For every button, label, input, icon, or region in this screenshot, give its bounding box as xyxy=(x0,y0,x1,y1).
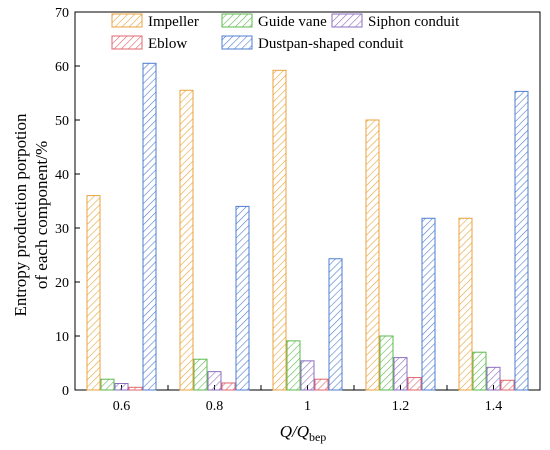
bar-dustpan-shaped-conduit xyxy=(328,258,343,391)
bar-impeller xyxy=(458,217,473,391)
legend-label: Eblow xyxy=(148,36,187,52)
legend-swatch xyxy=(221,35,253,50)
bar-guide-vane xyxy=(100,378,115,391)
bar-siphon-conduit xyxy=(300,360,315,391)
legend-swatch xyxy=(111,13,143,28)
bar-eblow xyxy=(500,379,515,391)
y-tick-label: 10 xyxy=(55,330,69,345)
bar-dustpan-shaped-conduit xyxy=(514,90,529,391)
bar-impeller xyxy=(179,89,194,391)
bar-eblow xyxy=(221,382,236,391)
bar-eblow xyxy=(407,377,422,391)
y-tick-label: 30 xyxy=(55,222,69,237)
legend: Impeller Guide vane Siphon conduit Eblow Dus… xyxy=(111,13,460,52)
x-tick-label: 1.4 xyxy=(485,399,503,414)
bar-eblow xyxy=(128,386,143,391)
bar-dustpan-shaped-conduit xyxy=(421,217,436,391)
bar-siphon-conduit xyxy=(114,383,129,391)
bar-siphon-conduit xyxy=(393,357,408,391)
legend-label: Siphon conduit xyxy=(368,14,460,30)
bar-impeller xyxy=(365,119,380,391)
x-tick-label: 1.2 xyxy=(392,399,410,414)
legend-label: Dustpan-shaped conduit xyxy=(258,36,404,52)
bar-eblow xyxy=(314,378,329,391)
legend-label: Guide vane xyxy=(258,14,327,30)
legend-swatch xyxy=(331,13,363,28)
y-axis-title-line1: Entropy production porpotion xyxy=(11,113,30,317)
y-tick-label: 20 xyxy=(55,276,69,291)
legend-swatch xyxy=(221,13,253,28)
bar-siphon-conduit xyxy=(207,371,222,391)
x-axis-title: Q/Qbep xyxy=(280,422,327,444)
bar-guide-vane xyxy=(472,351,487,391)
x-axis-title-main: Q/Q xyxy=(280,422,309,441)
bar-siphon-conduit xyxy=(486,366,501,391)
plot-area: 0 10 20 30 40 50 60 70 0.6 0.8 1 1.2 1.4 xyxy=(55,6,541,414)
x-tick-label: 1 xyxy=(304,399,311,414)
bar-guide-vane xyxy=(379,335,394,391)
y-tick-label: 70 xyxy=(55,6,69,21)
x-tick-label: 0.8 xyxy=(206,399,224,414)
x-axis-title-subscript: bep xyxy=(309,430,326,444)
bar-impeller xyxy=(86,195,101,391)
y-axis-title-line2: of each component/% xyxy=(32,141,51,289)
y-tick-label: 50 xyxy=(55,114,69,129)
y-tick-label: 40 xyxy=(55,168,69,183)
bar-guide-vane xyxy=(286,340,301,391)
legend-label: Impeller xyxy=(148,14,199,30)
y-tick-label: 60 xyxy=(55,60,69,75)
legend-swatch xyxy=(111,35,143,50)
bar-guide-vane xyxy=(193,358,208,391)
bar-dustpan-shaped-conduit xyxy=(235,205,250,391)
x-tick-label: 0.6 xyxy=(113,399,131,414)
bar-impeller xyxy=(272,69,287,391)
bar-dustpan-shaped-conduit xyxy=(142,62,157,391)
y-tick-label: 0 xyxy=(62,384,69,399)
